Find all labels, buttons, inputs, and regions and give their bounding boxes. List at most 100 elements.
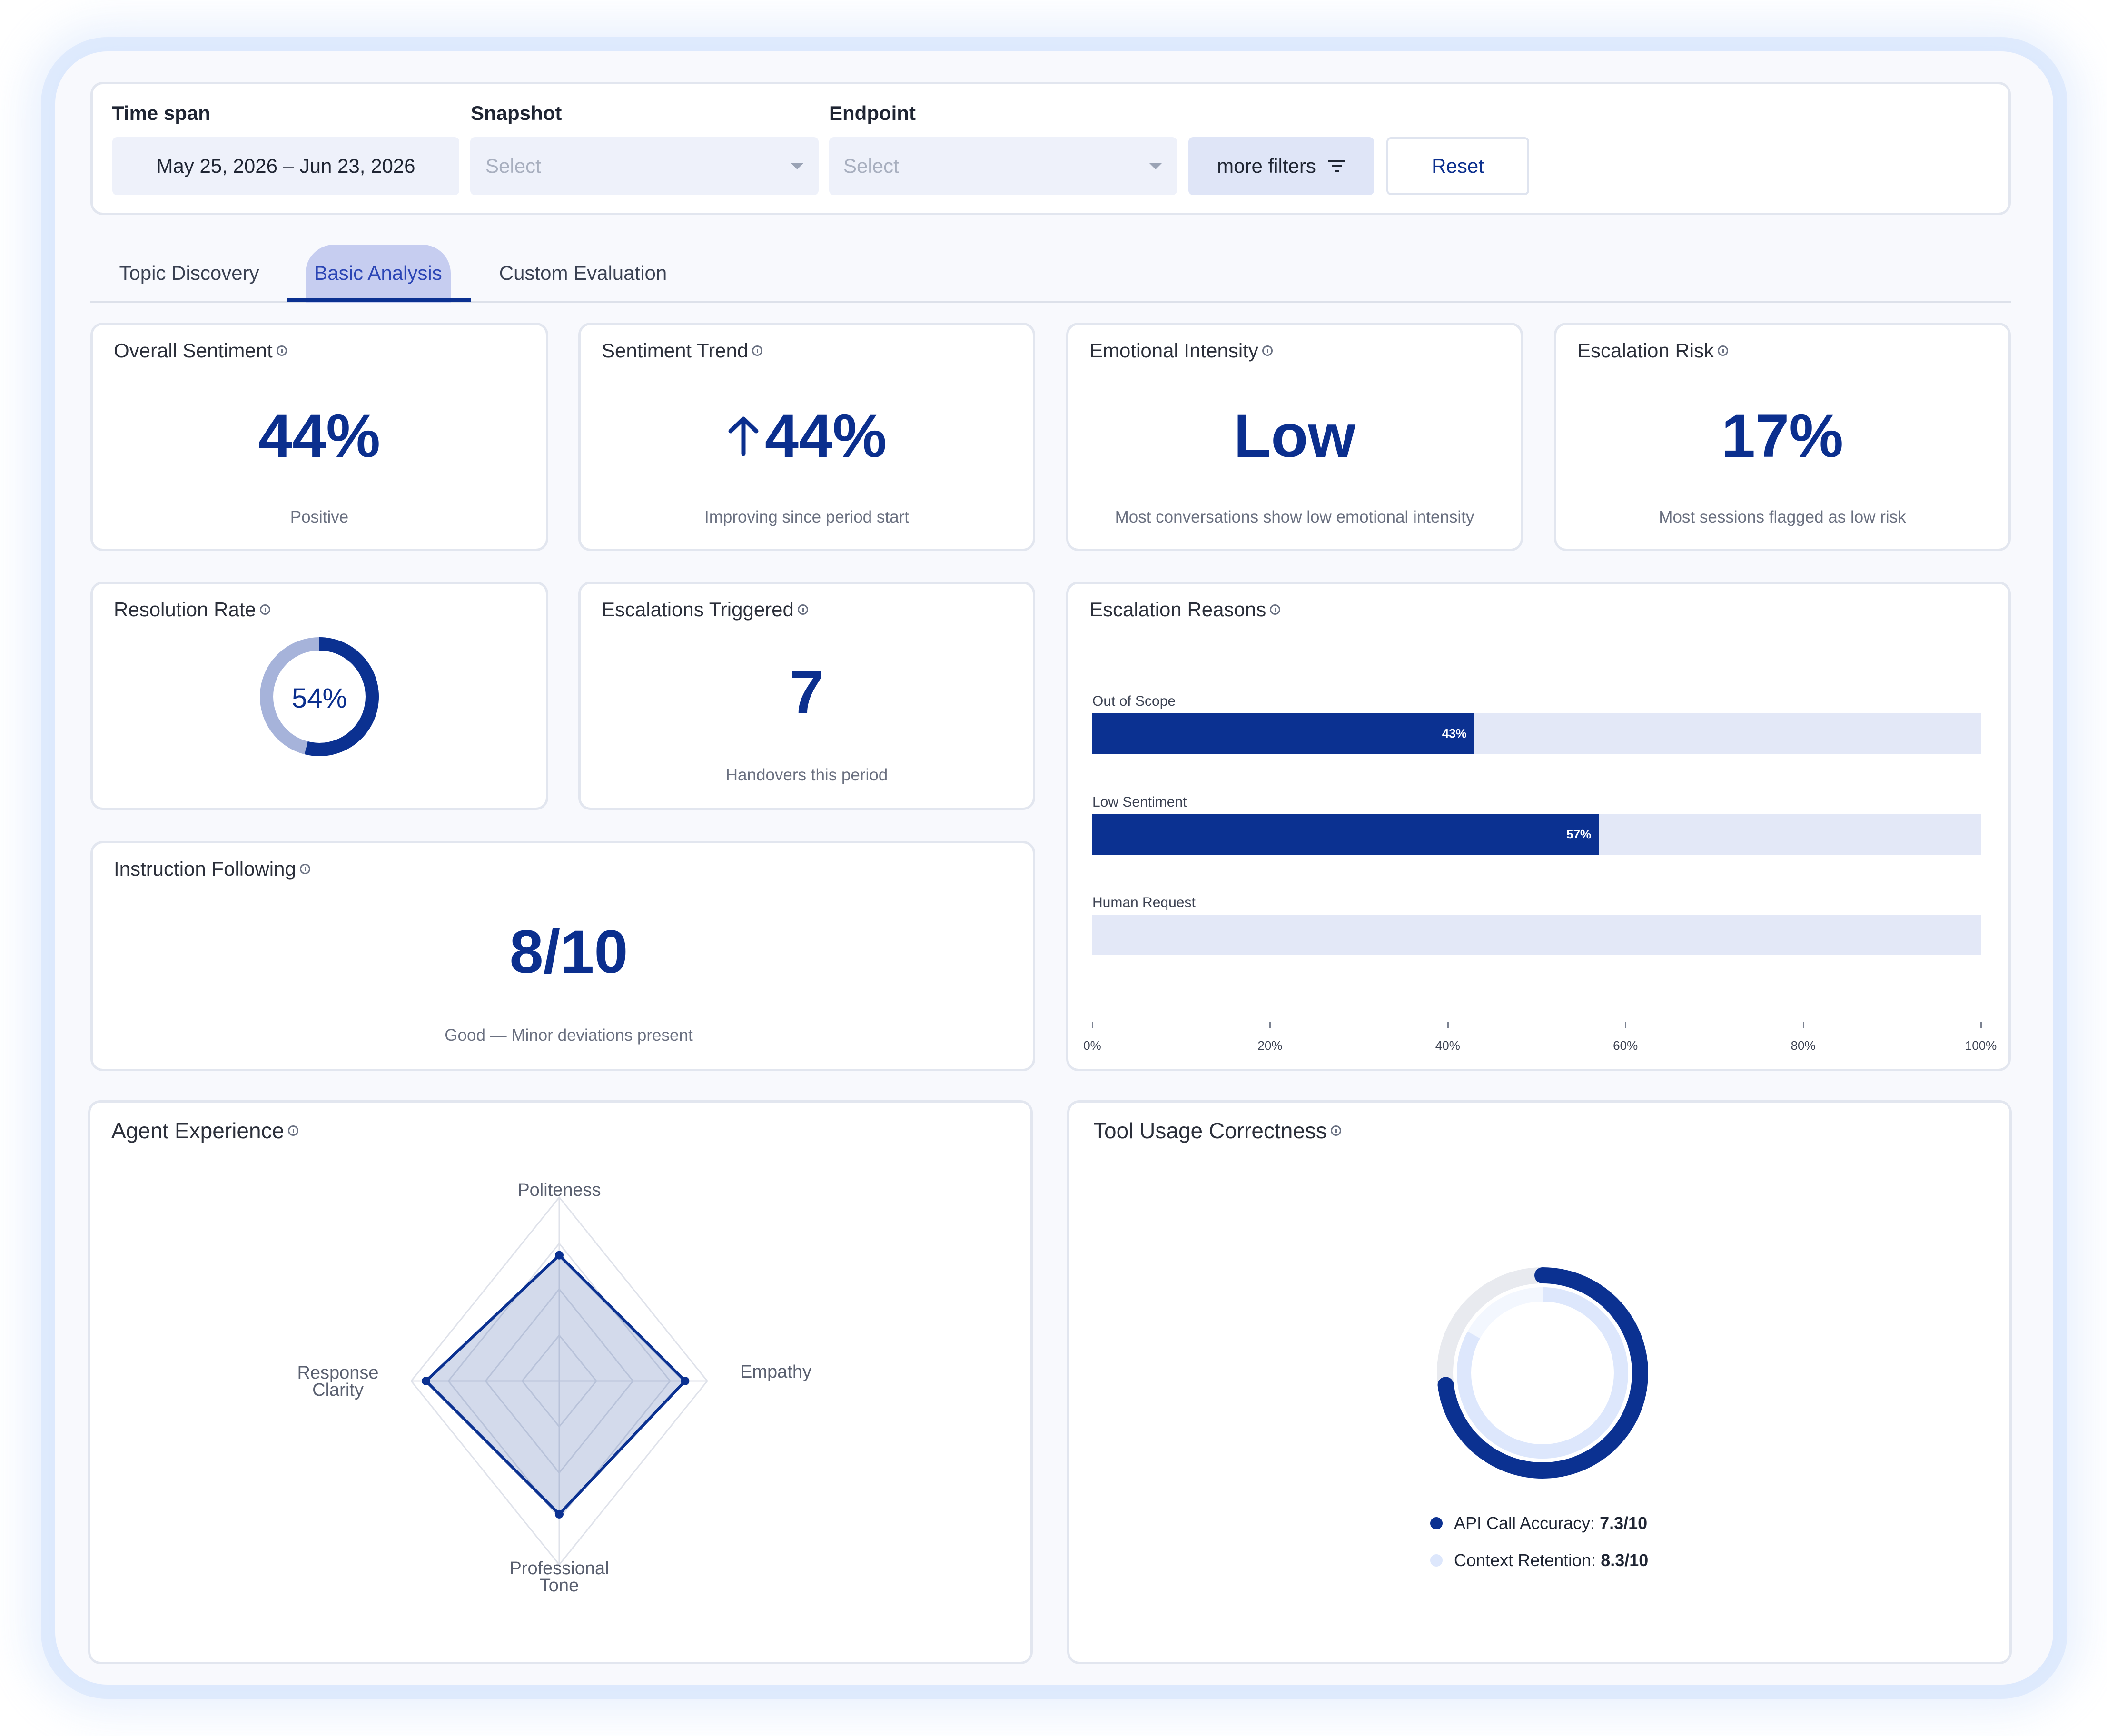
axis-tick-mark [1092, 1022, 1093, 1028]
time-span-label: Time span [112, 102, 210, 124]
tab-custom-evaluation[interactable]: Custom Evaluation [499, 262, 667, 284]
legend-api-label: API Call Accuracy: [1454, 1513, 1595, 1533]
axis-tick-mark [1269, 1022, 1271, 1028]
emotional-intensity-card: Emotional Intensity Low Most conversatio… [1066, 323, 1523, 551]
info-icon[interactable] [288, 1125, 299, 1136]
escalations-triggered-caption: Handovers this period [725, 766, 888, 784]
legend-api-value: 7.3/10 [1600, 1513, 1648, 1533]
bar-fill: 57% [1092, 814, 1599, 855]
overall-sentiment-card: Overall Sentiment 44% Positive [90, 323, 548, 551]
sentiment-trend-value: 44% [764, 402, 887, 470]
agent-experience-title: Agent Experience [111, 1118, 285, 1143]
resolution-rate-donut [260, 637, 379, 756]
overall-sentiment-caption: Positive [290, 508, 349, 526]
snapshot-label: Snapshot [471, 102, 562, 124]
escalations-triggered-title: Escalations Triggered [602, 598, 794, 621]
tool-usage-rings [1437, 1267, 1648, 1479]
resolution-rate-title: Resolution Rate [114, 598, 256, 621]
sentiment-trend-title: Sentiment Trend [602, 339, 749, 362]
radar-label-response-clarity: Response Clarity [267, 1364, 409, 1399]
reset-label: Reset [1432, 155, 1484, 177]
info-icon[interactable] [259, 604, 270, 615]
axis-tick-mark [1802, 1022, 1804, 1028]
bar-label: Low Sentiment [1092, 794, 1187, 810]
bar-fill: 43% [1092, 713, 1474, 754]
resolution-rate-value: 54% [291, 683, 347, 714]
legend-dot-light [1430, 1554, 1443, 1567]
snapshot-select[interactable]: Select [470, 137, 819, 195]
axis-tick-mark [1625, 1022, 1627, 1028]
chevron-down-icon [1149, 163, 1162, 169]
context-retention-arc [1457, 1287, 1628, 1459]
radar-label-tone: Tone [539, 1576, 579, 1596]
instruction-following-card: Instruction Following 8/10 Good — Minor … [90, 841, 1035, 1071]
time-span-picker[interactable]: May 25, 2026 – Jun 23, 2026 [112, 137, 459, 195]
legend-context-label: Context Retention: [1454, 1550, 1596, 1570]
overall-sentiment-value: 44% [258, 402, 381, 470]
info-icon[interactable] [797, 604, 808, 615]
more-filters-button[interactable]: more filters [1188, 137, 1374, 195]
emotional-intensity-value: Low [1234, 402, 1355, 470]
time-span-value: May 25, 2026 – Jun 23, 2026 [156, 155, 415, 177]
info-icon[interactable] [276, 345, 287, 356]
resolution-rate-card: Resolution Rate 54% [90, 582, 548, 810]
legend-context-retention: Context Retention: 8.3/10 [1430, 1550, 1648, 1570]
bar-label: Out of Scope [1092, 693, 1176, 709]
snapshot-placeholder: Select [485, 155, 541, 177]
instruction-following-value: 8/10 [509, 918, 628, 986]
tool-usage-card: Tool Usage Correctness [1067, 1100, 2012, 1664]
endpoint-placeholder: Select [843, 155, 899, 177]
axis-tick-label: 80% [1790, 1038, 1816, 1053]
escalation-risk-caption: Most sessions flagged as low risk [1659, 508, 1906, 526]
endpoint-label: Endpoint [829, 102, 916, 124]
legend-dot-dark [1430, 1517, 1443, 1529]
tab-active-underline [287, 298, 471, 302]
axis-tick-mark [1447, 1022, 1449, 1028]
info-icon[interactable] [752, 345, 763, 356]
tool-usage-title: Tool Usage Correctness [1093, 1118, 1327, 1143]
bar-track [1092, 915, 1981, 955]
escalation-risk-title: Escalation Risk [1577, 339, 1714, 362]
escalation-reasons-chart: Out of Scope 43% Low Sentiment 57% Human Req… [1068, 584, 2008, 1069]
sentiment-trend-caption: Improving since period start [704, 508, 909, 526]
more-filters-label: more filters [1217, 155, 1316, 177]
bar-label: Human Request [1092, 895, 1196, 910]
info-icon[interactable] [1718, 345, 1729, 356]
axis-tick-label: 100% [1965, 1038, 1997, 1053]
info-icon[interactable] [1330, 1125, 1341, 1136]
up-arrow-icon [728, 416, 759, 456]
escalation-reasons-title: Escalation Reasons [1089, 598, 1266, 621]
info-icon[interactable] [1262, 345, 1273, 356]
emotional-intensity-title: Emotional Intensity [1089, 339, 1258, 362]
escalations-triggered-card: Escalations Triggered 7 Handovers this p… [578, 582, 1035, 810]
reset-button[interactable]: Reset [1386, 137, 1529, 195]
tab-bar-divider [90, 301, 2011, 303]
axis-tick-label: 40% [1435, 1038, 1460, 1053]
radar-label-politeness: Politeness [517, 1180, 601, 1200]
tab-basic-analysis-highlight [306, 245, 451, 303]
axis-tick-label: 60% [1613, 1038, 1638, 1053]
escalation-risk-value: 17% [1721, 402, 1844, 470]
info-icon[interactable] [299, 864, 310, 874]
tab-topic-discovery[interactable]: Topic Discovery [119, 262, 259, 284]
chevron-down-icon [791, 163, 803, 169]
overall-sentiment-title: Overall Sentiment [114, 339, 273, 362]
resolution-rate-arc [260, 637, 379, 756]
legend-api-call-accuracy: API Call Accuracy: 7.3/10 [1430, 1513, 1647, 1533]
radar-label-professional-tone: Professional Tone [464, 1558, 654, 1596]
radar-label-clarity: Clarity [312, 1380, 364, 1400]
endpoint-select[interactable]: Select [829, 137, 1177, 195]
escalation-reasons-card: Escalation Reasons Out of Scope 43% Low Se… [1066, 582, 2011, 1071]
instruction-following-caption: Good — Minor deviations present [445, 1026, 693, 1045]
filter-lines-icon [1328, 160, 1345, 172]
radar-label-professional: Professional [509, 1558, 609, 1578]
sentiment-trend-value-row: 44% [581, 401, 1033, 471]
sentiment-trend-card: Sentiment Trend 44% Improving since peri… [578, 323, 1035, 551]
legend-context-value: 8.3/10 [1601, 1550, 1649, 1570]
escalation-risk-card: Escalation Risk 17% Most sessions flagge… [1554, 323, 2011, 551]
radar-label-response: Response [297, 1363, 379, 1383]
radar-label-empathy: Empathy [740, 1362, 811, 1382]
axis-tick-mark [1980, 1022, 1982, 1028]
tab-basic-analysis[interactable]: Basic Analysis [314, 262, 442, 284]
info-icon[interactable] [1270, 604, 1281, 615]
